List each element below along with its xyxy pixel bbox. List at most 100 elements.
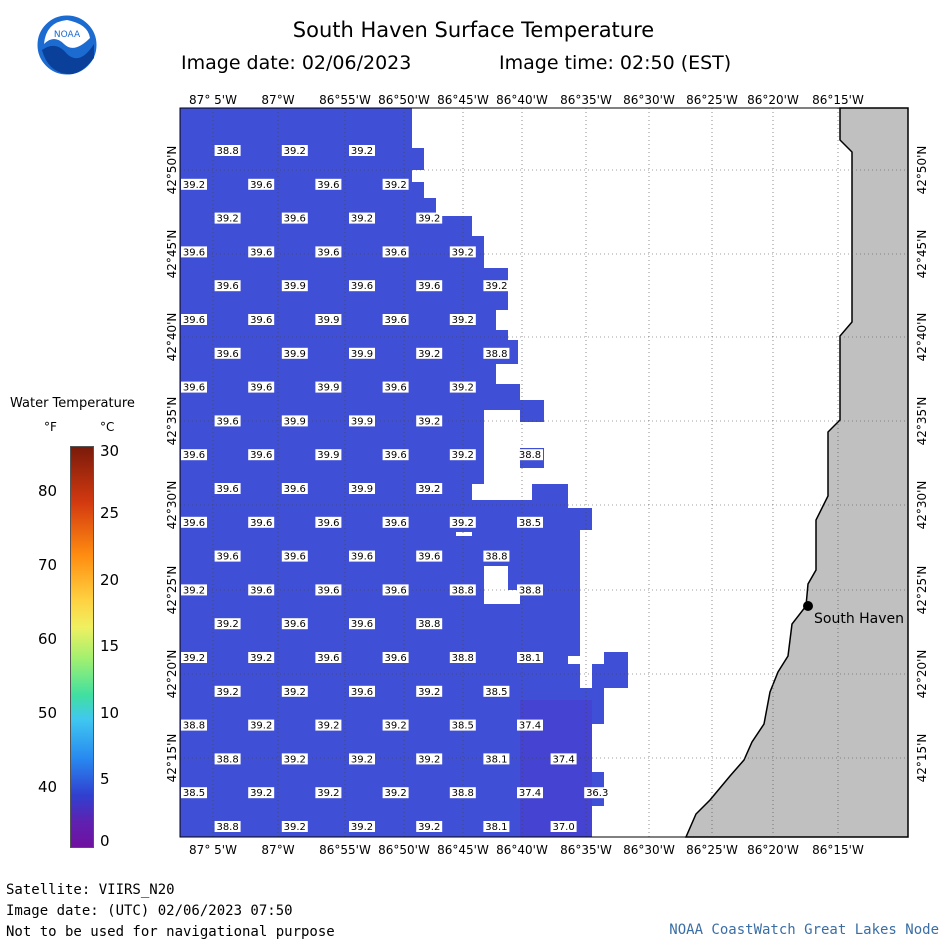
lon-label-bottom: 87° 5'W (189, 843, 237, 857)
temp-value: 36.3 (586, 788, 608, 799)
temp-label-box (584, 787, 611, 799)
lon-label-bottom: 87°W (261, 843, 294, 857)
temp-label-box (382, 381, 409, 393)
c-tick-label: 0 (100, 832, 110, 850)
temp-value: 39.6 (317, 247, 339, 258)
temp-label-box (315, 449, 342, 461)
temp-label-box (416, 821, 443, 832)
lon-label-top: 86°45'W (437, 93, 489, 107)
temp-value: 39.6 (317, 518, 339, 529)
temp-value: 39.2 (418, 416, 440, 427)
lat-label-left: 42°15'N (165, 734, 179, 783)
temp-label-box (416, 483, 443, 494)
temp-label-box (349, 685, 375, 697)
temp-label-box (449, 584, 476, 596)
lat-label-left: 42°30'N (165, 481, 179, 530)
temp-value: 39.6 (317, 180, 339, 191)
temp-value: 39.9 (284, 349, 306, 360)
temp-label-box (214, 212, 241, 224)
temp-value: 38.1 (485, 822, 507, 833)
temp-value: 38.8 (452, 653, 474, 664)
temp-value: 38.8 (519, 450, 541, 461)
lon-label-bottom: 86°30'W (623, 843, 675, 857)
temp-label-box (214, 618, 241, 630)
temp-value: 38.8 (485, 552, 507, 563)
temp-value: 39.6 (183, 383, 205, 394)
lat-label-left: 42°40'N (165, 313, 179, 362)
lat-label-right: 42°30'N (915, 481, 929, 530)
lon-label-bottom: 86°15'W (812, 843, 864, 857)
temp-label-box (483, 550, 510, 562)
temp-label-box (483, 821, 510, 832)
temp-value: 39.2 (317, 788, 339, 799)
temp-label-box (281, 685, 308, 697)
temp-value: 39.6 (284, 619, 306, 630)
temp-label-box (382, 584, 409, 596)
temp-label-box (382, 787, 409, 799)
temp-value: 38.8 (216, 754, 238, 765)
lon-label-top: 87° 5'W (189, 93, 237, 107)
temp-value: 39.9 (351, 416, 373, 427)
water-patch (520, 400, 544, 422)
lon-label-bottom: 86°40'W (496, 843, 548, 857)
temp-label-box (214, 415, 241, 427)
temp-value: 39.2 (250, 721, 272, 732)
f-tick-label: 70 (38, 556, 58, 574)
temp-value: 39.6 (351, 552, 373, 563)
temp-value: 39.2 (418, 214, 440, 225)
temp-value: 38.5 (519, 518, 541, 529)
temp-value: 37.4 (519, 721, 541, 732)
lon-label-top: 86°15'W (812, 93, 864, 107)
temp-label-box (248, 381, 275, 393)
image-date: Image date: 02/06/2023 (181, 52, 412, 74)
temp-label-box (349, 821, 375, 832)
c-tick-label: 10 (100, 704, 120, 722)
temp-label-box (281, 280, 308, 292)
temp-value: 39.2 (183, 653, 205, 664)
temp-label-box (181, 516, 207, 528)
temp-label-box (248, 584, 275, 596)
temp-label-box (517, 787, 543, 799)
temp-label-box (281, 483, 308, 494)
c-tick-label: 5 (100, 770, 110, 788)
image-time: Image time: 02:50 (EST) (499, 52, 732, 74)
lat-label-left: 42°50'N (165, 146, 179, 195)
temp-label-box (181, 787, 207, 799)
credit-link[interactable]: NOAA CoastWatch Great Lakes Node (669, 922, 939, 938)
temp-label-box (382, 178, 409, 190)
temp-label-box (181, 449, 207, 461)
temp-label-box (449, 314, 476, 325)
temp-label-box (382, 246, 409, 258)
temp-value: 39.6 (384, 450, 406, 461)
temp-value: 39.9 (351, 349, 373, 360)
lat-label-left: 42°20'N (165, 650, 179, 699)
temp-label-box (315, 246, 342, 258)
temp-label-box (214, 685, 241, 697)
temp-value: 39.6 (250, 180, 272, 191)
temp-label-box (315, 584, 342, 596)
legend-title: Water Temperature (10, 396, 135, 411)
temp-label-box (416, 280, 443, 292)
temp-value: 39.2 (384, 180, 406, 191)
temp-value: 37.0 (552, 822, 574, 833)
temp-label-box (181, 719, 207, 731)
temp-value: 39.6 (216, 281, 238, 292)
lon-label-bottom: 86°25'W (686, 843, 738, 857)
temp-value: 39.2 (452, 383, 474, 394)
temp-value: 39.6 (216, 349, 238, 360)
temperature-labels: 38.8 39.2 39.2 39.2 39.6 39.6 39.2 39.2 39.6 39.2… (181, 145, 611, 833)
temp-value: 39.2 (384, 788, 406, 799)
temp-label-box (281, 550, 308, 562)
temp-value: 38.8 (216, 146, 238, 157)
lon-label-top: 86°40'W (496, 93, 548, 107)
temp-value: 39.6 (418, 552, 440, 563)
temp-label-box (517, 584, 543, 596)
temp-value: 39.6 (250, 585, 272, 596)
temp-label-box (517, 652, 543, 663)
temp-value: 39.2 (250, 653, 272, 664)
temp-label-box (416, 347, 443, 359)
lat-label-left: 42°35'N (165, 397, 179, 446)
temp-label-box (214, 347, 241, 359)
land-layer (684, 107, 909, 838)
temp-label-box (449, 449, 476, 461)
